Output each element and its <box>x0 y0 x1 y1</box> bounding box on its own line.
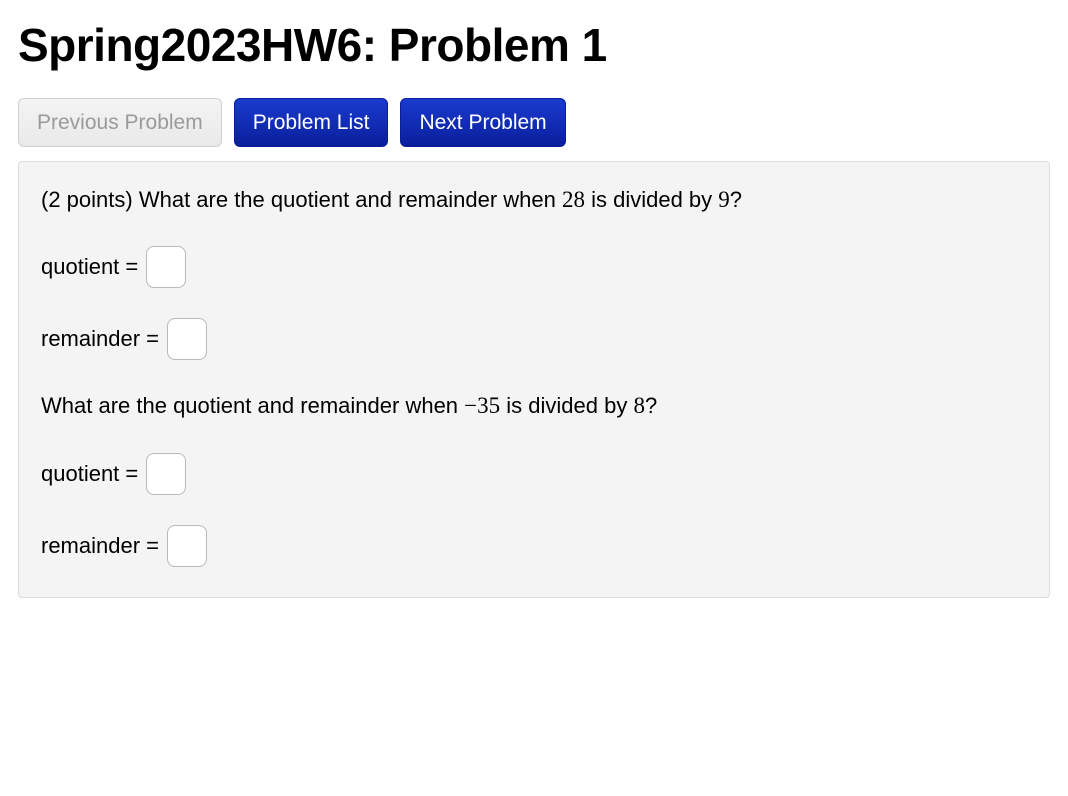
q1-number-2: 9 <box>718 187 730 212</box>
q2-remainder-input[interactable] <box>167 525 207 567</box>
q1-remainder-input[interactable] <box>167 318 207 360</box>
q2-text-part-b: is divided by <box>500 393 633 418</box>
q2-number-2: 8 <box>633 393 645 418</box>
remainder-label: remainder = <box>41 533 159 559</box>
quotient-label: quotient = <box>41 254 138 280</box>
q2-number-1: −35 <box>464 393 500 418</box>
next-problem-button[interactable]: Next Problem <box>400 98 565 147</box>
previous-problem-button: Previous Problem <box>18 98 222 147</box>
q1-quotient-input[interactable] <box>146 246 186 288</box>
q1-remainder-row: remainder = <box>41 318 1027 360</box>
q2-quotient-input[interactable] <box>146 453 186 495</box>
question-1-text: (2 points) What are the quotient and rem… <box>41 184 1027 216</box>
problem-container: (2 points) What are the quotient and rem… <box>18 161 1050 597</box>
q2-text-part-a: What are the quotient and remainder when <box>41 393 464 418</box>
q2-text-part-c: ? <box>645 393 657 418</box>
quotient-label: quotient = <box>41 461 138 487</box>
q1-text-part-c: ? <box>730 187 742 212</box>
q1-quotient-row: quotient = <box>41 246 1027 288</box>
q1-number-1: 28 <box>562 187 585 212</box>
page-title: Spring2023HW6: Problem 1 <box>18 18 1050 72</box>
question-2-text: What are the quotient and remainder when… <box>41 390 1027 422</box>
remainder-label: remainder = <box>41 326 159 352</box>
nav-buttons: Previous Problem Problem List Next Probl… <box>18 98 1050 147</box>
q1-text-part-a: What are the quotient and remainder when <box>139 187 562 212</box>
points-label: (2 points) <box>41 187 139 212</box>
problem-list-button[interactable]: Problem List <box>234 98 389 147</box>
q2-remainder-row: remainder = <box>41 525 1027 567</box>
q2-quotient-row: quotient = <box>41 453 1027 495</box>
q1-text-part-b: is divided by <box>585 187 718 212</box>
